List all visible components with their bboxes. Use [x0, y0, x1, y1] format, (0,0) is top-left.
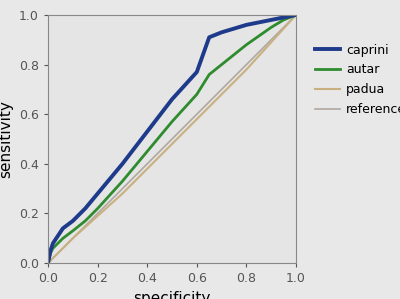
- autar: [70, 229, 75, 233]
- autar: [269, 26, 274, 29]
- padua: [58, 249, 63, 252]
- caprini: [48, 249, 53, 252]
- padua: [244, 68, 249, 71]
- autar: [281, 18, 286, 22]
- Line: padua: padua: [48, 15, 296, 263]
- autar: [95, 207, 100, 210]
- padua: [46, 261, 50, 265]
- caprini: [50, 242, 55, 245]
- autar: [145, 150, 150, 153]
- caprini: [145, 130, 150, 133]
- autar: [46, 261, 50, 265]
- caprini: [294, 13, 298, 17]
- autar: [219, 63, 224, 66]
- padua: [50, 256, 55, 260]
- Line: caprini: caprini: [48, 15, 296, 263]
- caprini: [281, 16, 286, 19]
- padua: [70, 237, 75, 240]
- autar: [194, 93, 199, 96]
- Line: autar: autar: [48, 15, 296, 263]
- caprini: [244, 23, 249, 27]
- caprini: [269, 18, 274, 22]
- padua: [269, 40, 274, 44]
- X-axis label: specificity: specificity: [133, 291, 211, 299]
- caprini: [56, 234, 60, 238]
- autar: [207, 73, 212, 76]
- caprini: [70, 219, 75, 223]
- autar: [120, 179, 125, 183]
- Legend: caprini, autar, padua, reference: caprini, autar, padua, reference: [312, 41, 400, 119]
- autar: [56, 242, 60, 245]
- caprini: [95, 192, 100, 196]
- Y-axis label: sensitivity: sensitivity: [0, 100, 14, 178]
- caprini: [207, 36, 212, 39]
- autar: [48, 251, 53, 255]
- padua: [170, 142, 174, 146]
- padua: [294, 13, 298, 17]
- autar: [50, 246, 55, 250]
- padua: [219, 93, 224, 96]
- padua: [194, 118, 199, 121]
- caprini: [194, 70, 199, 74]
- caprini: [83, 207, 88, 210]
- autar: [294, 13, 298, 17]
- padua: [95, 214, 100, 218]
- caprini: [219, 30, 224, 34]
- autar: [244, 43, 249, 47]
- caprini: [170, 97, 174, 101]
- padua: [120, 192, 125, 196]
- autar: [60, 237, 65, 240]
- caprini: [60, 227, 65, 230]
- autar: [83, 219, 88, 223]
- caprini: [46, 261, 50, 265]
- padua: [145, 167, 150, 171]
- caprini: [120, 162, 125, 166]
- autar: [170, 120, 174, 123]
